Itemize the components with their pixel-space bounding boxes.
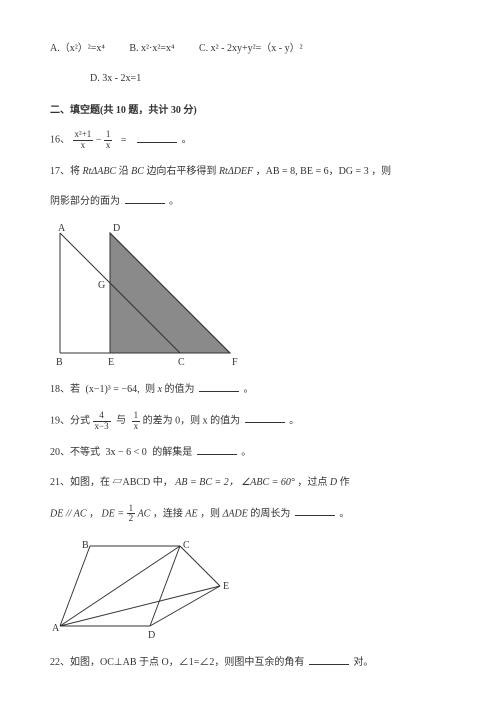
q15-opt-d: D. 3x - 2x=1 [90, 73, 141, 84]
q17-prefix: 17、将 [50, 166, 80, 177]
q21-tri: ΔADE [223, 508, 248, 519]
q21-ptd: D [330, 477, 337, 488]
svg-text:F: F [232, 357, 238, 368]
q16-f1-den: x [73, 141, 94, 151]
q22-text: 22、如图，OC⊥AB 于点 O，∠1=∠2，则图中互余的角有 [50, 657, 304, 668]
q19-suffix: 。 [289, 415, 299, 426]
q21-pg: ▱ABCD [113, 477, 151, 488]
svg-text:D: D [113, 223, 120, 234]
svg-text:C: C [183, 540, 190, 551]
q21-l1b: 中， [153, 477, 173, 488]
q17-blank [125, 193, 165, 204]
q21-l2f: 的周长为 [250, 508, 290, 519]
q17-figure: A D B E C F G [50, 223, 240, 373]
q17-bc: BC [131, 166, 144, 177]
q17-tail: ，则 [371, 166, 391, 177]
q16-frac1: x²+1 x [73, 130, 94, 151]
q19-blank [245, 412, 285, 423]
q21-l2c: AC [138, 508, 151, 519]
q21-l1c: ，过点 [297, 477, 327, 488]
q20-prefix: 20、不等式 [50, 447, 100, 458]
svg-text:B: B [56, 357, 63, 368]
q19-prefix: 19、分式 [50, 415, 90, 426]
q18-mid: 则 [145, 384, 155, 395]
q17-mid2: 边向右平移得到 [146, 166, 216, 177]
q18-var: x [158, 384, 162, 395]
q19-f1d: x−3 [93, 422, 111, 432]
q21-cond2: ∠ABC = 60° [241, 477, 295, 488]
q21-l2d: ，连接 [153, 508, 183, 519]
q16-f2-den: x [104, 141, 113, 151]
q20-blank [197, 444, 237, 455]
q16-suffix: 。 [182, 135, 192, 146]
q17-t1: RtΔABC [83, 166, 117, 177]
q21-figure: B C A D E [50, 536, 250, 646]
q16-blank [137, 132, 177, 143]
svg-text:A: A [58, 223, 66, 234]
q21-comma: ， [89, 508, 99, 519]
q21-l2b: DE = [101, 508, 124, 519]
q21-cond1: AB = BC = 2， [175, 477, 239, 488]
q17-mid1: 沿 [119, 166, 129, 177]
svg-text:C: C [178, 357, 185, 368]
svg-text:E: E [108, 357, 114, 368]
q19-and: 与 [116, 415, 126, 426]
q15-opt-b: B. x²·x²=x⁴ [129, 40, 174, 58]
section-2-title: 二、填空题(共 10 题，共计 30 分) [50, 102, 450, 120]
q22-blank [309, 654, 349, 665]
q15-options: A.（x²）²=x⁴ B. x²·x²=x⁴ C. x² - 2xy+y²=（x… [50, 40, 450, 58]
q21-fd: 2 [127, 514, 136, 524]
q16-eq: = [121, 135, 127, 146]
q16-minus: − [96, 135, 102, 146]
q21-ae: AE [185, 508, 197, 519]
q18-blank [199, 381, 239, 392]
q18: 18、若 (x−1)³ = −64, 则 x 的值为 。 [50, 381, 450, 399]
q15-opt-a: A.（x²）²=x⁴ [50, 40, 105, 58]
svg-text:D: D [148, 630, 155, 641]
q16: 16、 x²+1 x − 1 x = 。 [50, 130, 450, 151]
q18-suffix: 。 [244, 384, 254, 395]
q17-vals: ，AB = 8, BE = 6，DG = 3 [256, 166, 369, 177]
q21-line1: 21、如图，在 ▱ABCD 中， AB = BC = 2， ∠ABC = 60°… [50, 474, 450, 492]
q19-f2: 1 x [132, 411, 141, 432]
q17-line1: 17、将 RtΔABC 沿 BC 边向右平移得到 RtΔDEF ，AB = 8,… [50, 163, 450, 181]
q21-blank [295, 505, 335, 516]
q18-prefix: 18、若 [50, 384, 80, 395]
q21-suffix: 。 [339, 508, 349, 519]
q21-half: 1 2 [127, 504, 136, 525]
q16-label: 16、 [50, 135, 70, 146]
q17-suffix: 。 [169, 196, 179, 207]
svg-text:G: G [98, 280, 105, 291]
svg-text:B: B [82, 540, 89, 551]
svg-text:A: A [52, 623, 60, 634]
q19-f1: 4 x−3 [93, 411, 111, 432]
q15-opt-c: C. x² - 2xy+y²=（x - y）² [199, 40, 303, 58]
svg-text:E: E [223, 581, 229, 592]
q21-l1a: 21、如图，在 [50, 477, 110, 488]
q20-tail: 的解集是 [152, 447, 192, 458]
q22-tail: 对。 [353, 657, 373, 668]
q17-t2: RtΔDEF [219, 166, 253, 177]
q21-l2e: ，则 [200, 508, 220, 519]
q18-expr: (x−1)³ = −64, [86, 384, 140, 395]
q20: 20、不等式 3x − 6 < 0 的解集是 。 [50, 444, 450, 462]
q19-f2d: x [132, 422, 141, 432]
q18-tail: 的值为 [165, 384, 195, 395]
q19: 19、分式 4 x−3 与 1 x 的差为 0，则 x 的值为 。 [50, 411, 450, 432]
q21-l2a: DE // AC [50, 508, 86, 519]
q20-expr: 3x − 6 < 0 [106, 447, 147, 458]
q21-l1d: 作 [340, 477, 350, 488]
q21-line2: DE // AC ， DE = 1 2 AC ，连接 AE ，则 ΔADE 的周… [50, 504, 450, 525]
q15-opt-d-row: D. 3x - 2x=1 [50, 70, 450, 88]
q22: 22、如图，OC⊥AB 于点 O，∠1=∠2，则图中互余的角有 对。 [50, 654, 450, 672]
q20-suffix: 。 [241, 447, 251, 458]
q17-line2a: 阴影部分的面为 [50, 196, 120, 207]
q19-mid: 的差为 0，则 x 的值为 [143, 415, 241, 426]
q16-frac2: 1 x [104, 130, 113, 151]
q17-line2: 阴影部分的面为 。 [50, 193, 450, 211]
